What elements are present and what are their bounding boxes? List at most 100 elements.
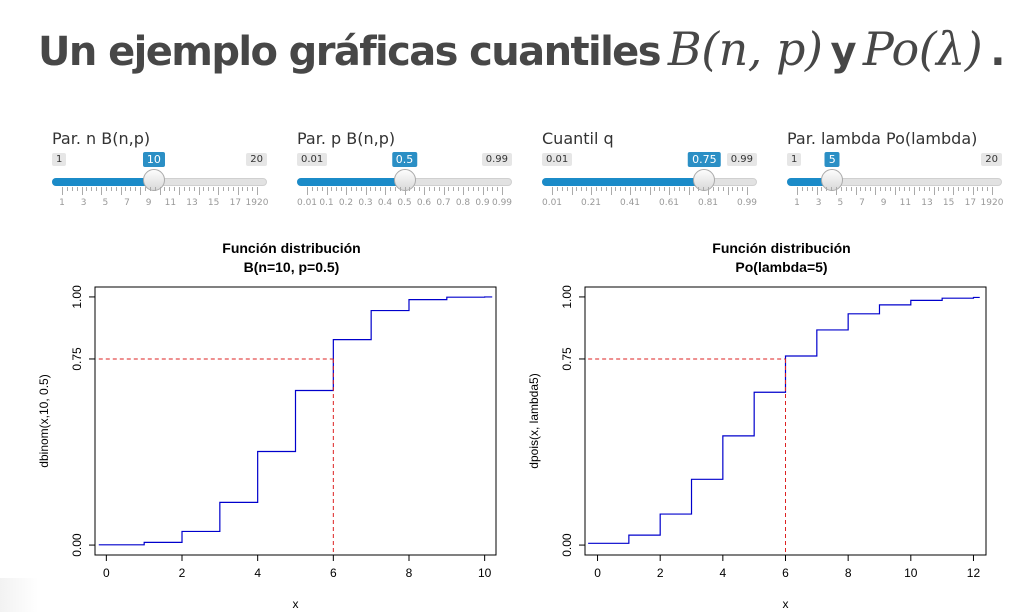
slider-tick-label: 0.41 [619, 198, 641, 208]
slider-value: 0.75 [688, 152, 721, 167]
slider-tick-label: 0.01 [296, 198, 318, 208]
slider-tick-label: 0.61 [658, 198, 680, 208]
slider-tick [472, 187, 474, 191]
slider-tick [742, 187, 744, 191]
y-tick-label: 1.00 [560, 285, 574, 309]
slider-tick [365, 187, 367, 195]
slider-tick [595, 187, 597, 191]
slider-tick [737, 187, 739, 191]
slider-tick-label: 13 [186, 198, 198, 208]
slider-tick [683, 187, 685, 191]
x-tick-label: 4 [720, 566, 727, 580]
slider-tick [428, 187, 430, 191]
slider-tick [424, 187, 425, 195]
slider-max: 0.99 [726, 153, 757, 166]
slider-lambda-poisson[interactable]: Par. lambda Po(lambda) 1 20 5 1 3 5 7 9 11 13 1… [787, 129, 1003, 209]
slider-tick [120, 187, 122, 195]
y-tick-label: 0.75 [560, 347, 574, 371]
slider-label: Cuantil q [542, 129, 614, 148]
slider-tick [722, 187, 724, 191]
slider-min: 0.01 [542, 153, 573, 166]
slider-tick [105, 187, 107, 191]
slider-p-binomial[interactable]: Par. p B(n,p) 0.01 0.99 0.5 0.01 0.1 0.2 0.… [297, 129, 512, 209]
slider-tick-label: 0.9 [475, 198, 490, 208]
slider-tick [144, 187, 146, 191]
slider-tick [482, 187, 484, 195]
slider-tick-label: 0.01 [541, 198, 563, 208]
x-tick-label: 8 [406, 566, 413, 580]
slider-tick [208, 187, 210, 191]
slider-tick [193, 187, 195, 191]
slider-tick [101, 187, 102, 195]
y-tick-label: 0.00 [70, 533, 84, 557]
slider-tick-label: 1920 [245, 198, 269, 208]
chart-subtitle: B(n=10, p=0.5) [244, 259, 340, 275]
chart-poisson-cdf: Función distribución Po(lambda=5) 0 2 4 6 8 10 1… [510, 236, 1010, 612]
slider-tick [923, 187, 925, 191]
slider-label: Par. lambda Po(lambda) [787, 129, 978, 148]
y-axis-label: dbinom(x,10, 0.5) [37, 374, 51, 467]
slider-tick [467, 187, 469, 191]
slider-tick [977, 187, 979, 191]
slider-tick [81, 187, 83, 195]
x-tick-label: 12 [967, 566, 981, 580]
slider-value: 0.5 [391, 152, 418, 167]
slider-tick [806, 187, 808, 191]
slider-tick [341, 187, 343, 191]
slider-handle[interactable] [142, 169, 165, 191]
slider-tick [821, 187, 823, 191]
slider-n-binomial[interactable]: Par. n B(n,p) 1 20 10 1 3 5 7 9 11 13 15 17 1920 [52, 129, 269, 209]
slider-tick [149, 187, 151, 191]
slider-tick [252, 187, 254, 191]
slider-tick [909, 187, 911, 191]
slider-quantile[interactable]: Cuantil q 0.01 0.99 0.75 0.01 0.21 0.41 0.6… [542, 129, 757, 209]
slider-tick-label: 0.3 [358, 198, 373, 208]
slider-tick [257, 187, 258, 195]
slider-tick [918, 187, 920, 191]
slider-tick-label: 0.21 [580, 198, 602, 208]
slider-tick [394, 187, 396, 191]
slider-tick [884, 187, 886, 191]
slider-tick [448, 187, 450, 191]
x-axis-label: x [783, 597, 789, 611]
slider-handle[interactable] [821, 169, 844, 191]
slider-tick [125, 187, 127, 191]
slider-tick [797, 187, 798, 195]
y-tick-label: 0.75 [70, 347, 84, 371]
slider-tick [321, 187, 323, 191]
slider-tick [389, 187, 391, 191]
slider-tick [600, 187, 602, 191]
title-dot: . [990, 29, 1006, 75]
slider-handle[interactable] [693, 169, 716, 191]
slider-tick [502, 187, 503, 195]
slider-tick [453, 187, 455, 191]
slider-tick [213, 187, 215, 191]
x-tick-label: 10 [904, 566, 918, 580]
slider-tick [865, 187, 867, 191]
slider-tick [678, 187, 680, 191]
title-text-a: Un ejemplo gráficas cuantiles [38, 29, 662, 75]
slider-tick-label: 13 [921, 198, 933, 208]
slider-tick [591, 187, 592, 195]
slider-tick [409, 187, 411, 191]
slider-tick [904, 187, 906, 191]
slider-tick-label: 0.6 [416, 198, 432, 208]
slider-tick [222, 187, 224, 191]
slider-tick [610, 187, 612, 195]
slider-label: Par. p B(n,p) [297, 129, 396, 148]
slider-tick [967, 187, 969, 191]
slider-tick [183, 187, 185, 191]
chart-binomial-cdf: Función distribución B(n=10, p=0.5) 0 2 4 6 8 1… [20, 236, 520, 612]
title-math-poisson: Po(λ) [862, 22, 983, 76]
slider-tick [110, 187, 112, 191]
y-tick-label: 1.00 [70, 285, 84, 309]
slider-tick [889, 187, 891, 191]
slider-tick [620, 187, 622, 191]
slider-tick [987, 187, 989, 191]
slider-tick-label: 7 [124, 198, 130, 208]
slider-tick [630, 187, 631, 195]
slider-tick [86, 187, 88, 191]
slider-tick-label: 9 [145, 198, 152, 208]
slider-tick [360, 187, 362, 191]
slider-grid [542, 187, 757, 197]
